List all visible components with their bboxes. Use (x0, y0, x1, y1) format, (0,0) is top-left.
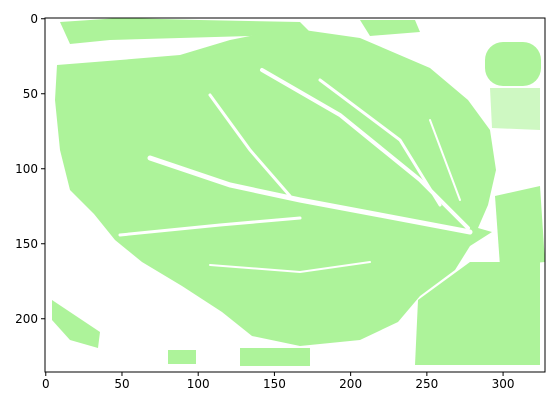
y-tick-label: 200 (15, 312, 38, 326)
y-tick-label: 100 (15, 162, 38, 176)
y-tick-label: 150 (15, 237, 38, 251)
x-tick-label: 200 (339, 377, 362, 391)
x-tick-label: 300 (492, 377, 515, 391)
y-tick-label: 0 (30, 12, 38, 26)
x-tick-label: 50 (114, 377, 129, 391)
x-tick-label: 100 (187, 377, 210, 391)
x-tick-label: 150 (263, 377, 286, 391)
x-tick-label: 0 (42, 377, 50, 391)
leaf-veins (118, 68, 473, 274)
axes-frame (44, 17, 546, 373)
image-mask (52, 18, 545, 366)
y-tick-label: 50 (23, 87, 38, 101)
x-tick-label: 250 (415, 377, 438, 391)
